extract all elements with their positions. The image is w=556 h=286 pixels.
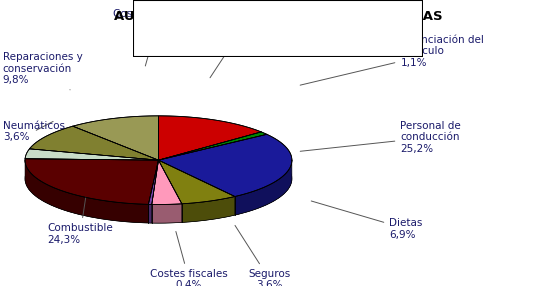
Polygon shape xyxy=(158,160,235,204)
Polygon shape xyxy=(235,160,292,215)
Polygon shape xyxy=(158,132,267,160)
Polygon shape xyxy=(29,126,158,160)
Polygon shape xyxy=(182,196,235,223)
Polygon shape xyxy=(25,159,158,204)
Polygon shape xyxy=(152,204,182,223)
Polygon shape xyxy=(25,160,148,223)
Text: Seguros
3,6%: Seguros 3,6% xyxy=(235,225,291,286)
Text: Dietas
6,9%: Dietas 6,9% xyxy=(311,201,423,240)
Polygon shape xyxy=(148,160,158,204)
Polygon shape xyxy=(25,149,158,160)
Text: Costes indirectos
11,1%: Costes indirectos 11,1% xyxy=(113,9,203,66)
Text: Amortización del
vehículo
14,0%: Amortización del vehículo 14,0% xyxy=(201,9,289,78)
Text: Combustible
24,3%: Combustible 24,3% xyxy=(47,197,113,245)
Polygon shape xyxy=(73,116,158,160)
Polygon shape xyxy=(152,160,182,204)
Polygon shape xyxy=(158,116,261,160)
Text: Financiación del
vehículo
1,1%: Financiación del vehículo 1,1% xyxy=(300,35,484,85)
Text: Neumáticos
3,6%: Neumáticos 3,6% xyxy=(3,121,65,142)
Text: Personal de
conducción
25,2%: Personal de conducción 25,2% xyxy=(300,121,461,154)
Polygon shape xyxy=(158,134,292,196)
Polygon shape xyxy=(148,204,152,223)
Text: Costes fiscales
0,4%: Costes fiscales 0,4% xyxy=(150,231,228,286)
Text: Reparaciones y
conservación
9,8%: Reparaciones y conservación 9,8% xyxy=(3,52,82,90)
Ellipse shape xyxy=(25,134,292,223)
